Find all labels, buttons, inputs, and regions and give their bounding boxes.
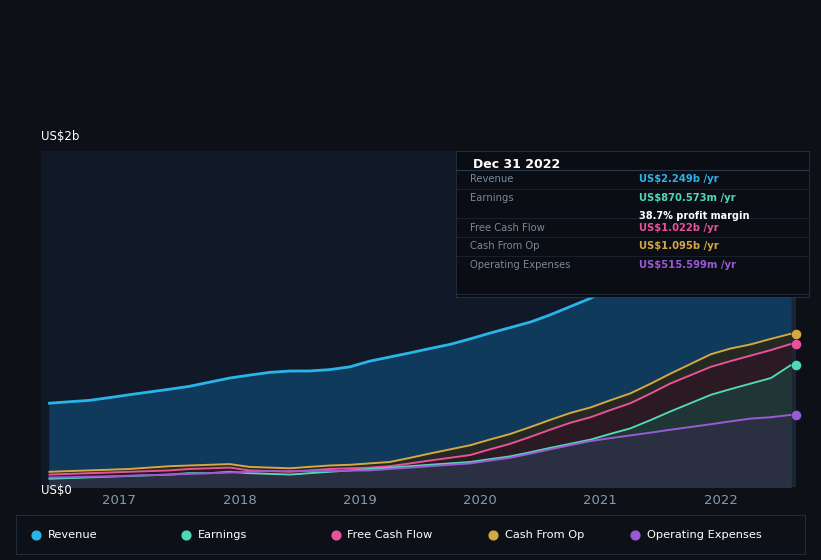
Point — [329, 530, 342, 539]
Text: Free Cash Flow: Free Cash Flow — [470, 222, 544, 232]
Text: US$2.249b /yr: US$2.249b /yr — [640, 175, 719, 184]
Text: Earnings: Earnings — [198, 530, 247, 540]
Point — [790, 361, 803, 370]
Text: US$0: US$0 — [41, 484, 71, 497]
Bar — [672, 151, 802, 487]
Text: Earnings: Earnings — [470, 193, 513, 203]
Point — [487, 530, 500, 539]
Text: US$1.022b /yr: US$1.022b /yr — [640, 222, 719, 232]
Point — [629, 530, 642, 539]
Text: Revenue: Revenue — [48, 530, 98, 540]
Text: Free Cash Flow: Free Cash Flow — [347, 530, 433, 540]
Text: 38.7% profit margin: 38.7% profit margin — [640, 211, 750, 221]
Text: Operating Expenses: Operating Expenses — [647, 530, 762, 540]
Point — [790, 339, 803, 348]
Text: Cash From Op: Cash From Op — [505, 530, 585, 540]
Text: Cash From Op: Cash From Op — [470, 241, 539, 251]
Text: Revenue: Revenue — [470, 175, 513, 184]
Point — [179, 530, 192, 539]
Text: US$1.095b /yr: US$1.095b /yr — [640, 241, 719, 251]
Text: Dec 31 2022: Dec 31 2022 — [474, 158, 561, 171]
Point — [790, 329, 803, 338]
Point — [30, 530, 43, 539]
Point — [790, 410, 803, 419]
Point — [790, 168, 803, 177]
Text: US$2b: US$2b — [41, 130, 80, 143]
Text: US$870.573m /yr: US$870.573m /yr — [640, 193, 736, 203]
Text: US$515.599m /yr: US$515.599m /yr — [640, 260, 736, 270]
Text: Operating Expenses: Operating Expenses — [470, 260, 571, 270]
